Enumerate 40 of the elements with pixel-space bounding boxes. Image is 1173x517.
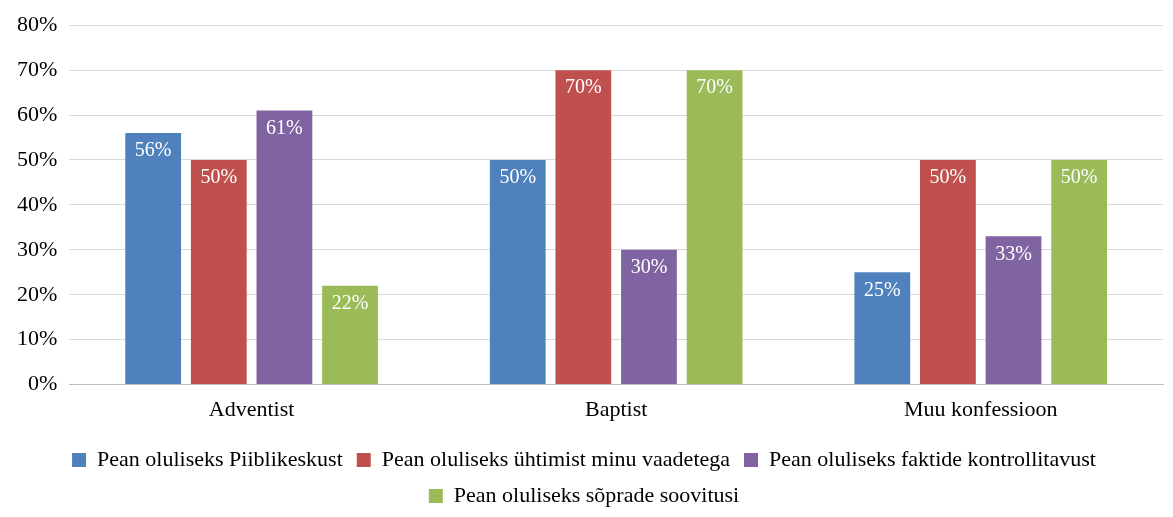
y-tick-label: 50% (17, 145, 58, 171)
data-label: 56% (134, 138, 172, 161)
data-label: 33% (995, 241, 1032, 264)
data-label: 50% (200, 165, 238, 188)
data-label: 50% (1060, 165, 1098, 188)
legend-label: Pean oluliseks Piiblikeskust (97, 445, 343, 471)
bar (621, 249, 677, 385)
data-label: 50% (929, 165, 967, 188)
y-tick-label: 30% (17, 235, 58, 261)
x-tick-label: Adventist (208, 395, 295, 421)
bar (555, 70, 612, 385)
y-tick-label: 70% (17, 55, 58, 81)
y-tick-label: 10% (17, 325, 58, 351)
bar (125, 133, 182, 385)
y-tick-label: 0% (28, 370, 58, 396)
bar (190, 159, 247, 385)
x-tick-label: Muu konfessioon (904, 395, 1058, 421)
bar (920, 159, 976, 385)
data-label: 50% (499, 165, 537, 188)
legend-label: Pean oluliseks ühtimist minu vaadetega (381, 445, 731, 471)
data-label: 70% (565, 75, 602, 98)
bar (1051, 159, 1108, 385)
y-tick-label: 80% (17, 10, 58, 36)
bar (489, 159, 546, 385)
bar (985, 236, 1042, 385)
data-label: 30% (630, 255, 668, 278)
bar (322, 285, 378, 385)
y-tick-label: 40% (17, 190, 58, 216)
legend-label: Pean oluliseks sõprade soovitusi (453, 481, 740, 507)
y-tick-label: 60% (17, 100, 58, 126)
data-label: 22% (331, 291, 369, 314)
bar (854, 272, 911, 385)
data-label: 25% (863, 277, 901, 300)
bar (256, 110, 313, 385)
legend-label: Pean oluliseks faktide kontrollitavust (769, 445, 1096, 471)
y-tick-label: 20% (17, 280, 58, 306)
bar (686, 70, 743, 385)
data-label: 61% (266, 115, 303, 138)
data-label: 70% (696, 75, 733, 98)
x-tick-label: Baptist (584, 395, 648, 421)
